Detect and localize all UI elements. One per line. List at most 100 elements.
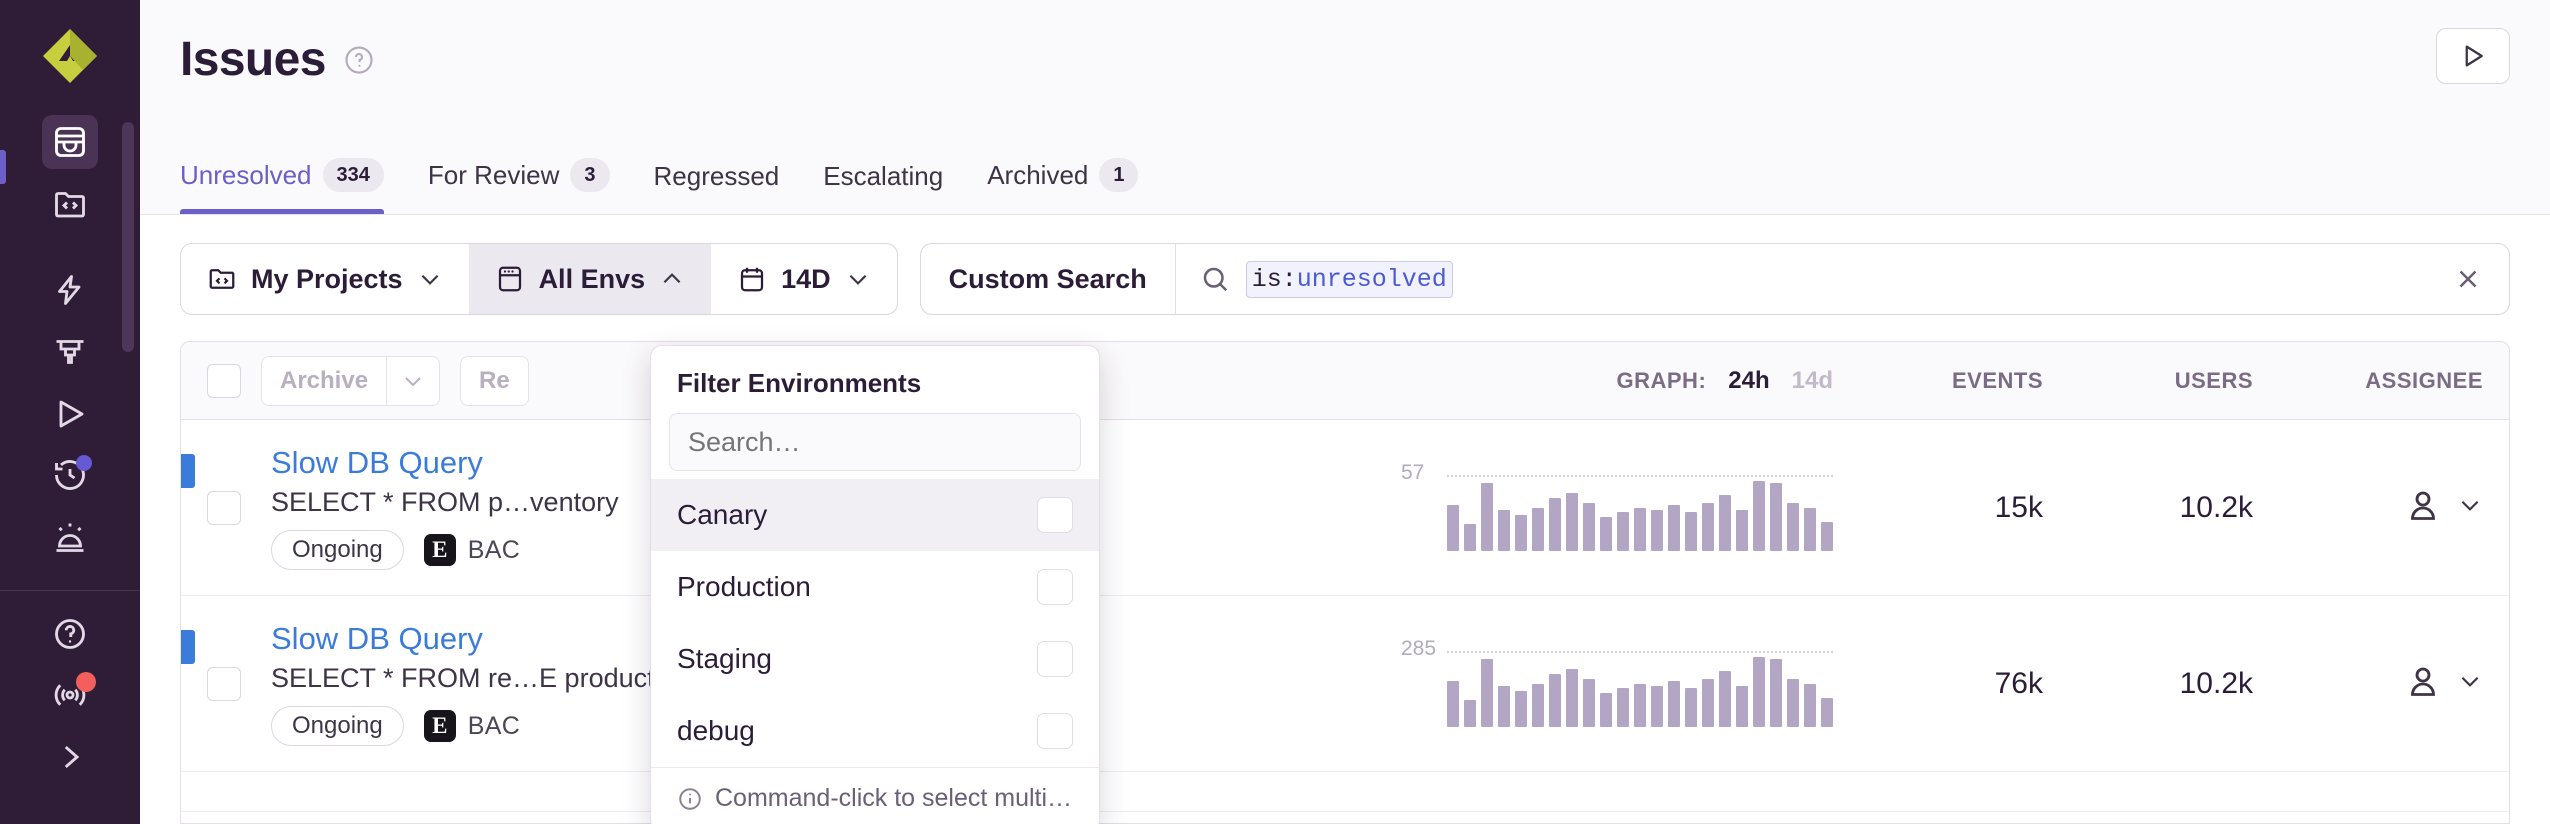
sidebar-expand-chevron-right-icon[interactable]	[42, 730, 98, 784]
sparkline-bar	[1787, 678, 1799, 727]
tab-archived[interactable]: Archived 1	[965, 158, 1160, 214]
search-token-value: unresolved	[1296, 264, 1447, 294]
date-range-filter-button[interactable]: 14D	[711, 244, 897, 314]
sparkline-chart[interactable]: 285	[1401, 637, 1833, 727]
page-title: Issues	[180, 33, 326, 86]
events-header[interactable]: EVENTS	[1951, 367, 2043, 393]
sparkline-bar	[1685, 687, 1697, 727]
graph-option-24h[interactable]: 24h	[1728, 366, 1770, 394]
sentry-logo-icon[interactable]	[35, 22, 105, 89]
issue-culprit: SELECT * FROM p…ventory	[271, 487, 619, 517]
issue-title-link[interactable]: Slow DB Query	[271, 621, 483, 656]
sparkline-bar	[1804, 683, 1816, 727]
row-select-checkbox[interactable]	[207, 666, 241, 701]
sidebar-item-releases[interactable]	[42, 449, 98, 503]
environment-option-checkbox[interactable]	[1037, 497, 1073, 533]
archive-button[interactable]: Archive	[261, 355, 441, 406]
issue-sparkline-cell: 285	[1401, 637, 1833, 727]
resolve-button[interactable]: Re	[460, 355, 529, 406]
environment-option-label: Staging	[677, 643, 772, 674]
sidebar-scrollbar[interactable]	[122, 122, 134, 352]
sidebar-item-replays[interactable]	[42, 387, 98, 441]
users-count: 10.2k	[2179, 666, 2253, 700]
sparkline-bar	[1787, 502, 1799, 551]
all-envs-label: All Envs	[538, 263, 646, 294]
sparkline-bars	[1447, 641, 1833, 727]
sparkline-bar	[1736, 509, 1748, 551]
environment-option-staging[interactable]: Staging	[651, 623, 1099, 695]
issues-table-wrapper: Archive Re GRAPH: 24h 14d EVENTS	[140, 315, 2550, 824]
environment-option-checkbox[interactable]	[1037, 569, 1073, 605]
resolve-label: Re	[479, 366, 510, 394]
environment-option-checkbox[interactable]	[1037, 641, 1073, 677]
environment-option-canary[interactable]: Canary	[651, 479, 1099, 551]
sidebar-item-help[interactable]	[42, 607, 98, 661]
row-unread-marker	[181, 630, 195, 664]
table-row[interactable]: Slow DB Query SELECT * FROM p…ventory On…	[181, 420, 2509, 596]
sparkline-bar	[1464, 523, 1476, 551]
tab-escalating[interactable]: Escalating	[801, 161, 965, 214]
row-select-checkbox[interactable]	[207, 490, 241, 525]
sparkline-bar	[1719, 494, 1731, 551]
status-badge: Ongoing	[271, 530, 404, 570]
project-chip[interactable]: E BAC	[423, 534, 521, 566]
sidebar-item-insights[interactable]	[42, 263, 98, 317]
sidebar-item-whats-new[interactable]	[42, 669, 98, 723]
tab-label: Regressed	[653, 161, 780, 191]
users-header[interactable]: USERS	[2174, 367, 2253, 393]
select-all-checkbox[interactable]	[207, 363, 241, 398]
graph-label: GRAPH:	[1616, 367, 1707, 393]
tab-unresolved[interactable]: Unresolved 334	[180, 158, 406, 214]
issues-table-header: Archive Re GRAPH: 24h 14d EVENTS	[181, 342, 2509, 420]
sparkline-max-gridline	[1447, 474, 1833, 477]
project-chip[interactable]: E BAC	[423, 710, 520, 742]
assignee-header: ASSIGNEE	[2365, 367, 2483, 393]
sparkline-bar	[1634, 507, 1646, 551]
tab-regressed[interactable]: Regressed	[632, 161, 802, 214]
whats-new-badge-dot	[76, 671, 96, 692]
my-projects-filter-button[interactable]: My Projects	[181, 244, 469, 314]
graph-option-14d[interactable]: 14d	[1791, 366, 1833, 394]
play-triangle-icon-button[interactable]	[2436, 28, 2510, 84]
date-range-label: 14D	[781, 263, 831, 294]
code-folder-icon	[207, 264, 237, 294]
issue-title-link[interactable]: Slow DB Query	[271, 445, 483, 480]
all-envs-filter-button[interactable]: All Envs	[468, 244, 712, 314]
environment-option-debug[interactable]: debug	[651, 695, 1099, 767]
sidebar-item-alerts[interactable]	[42, 510, 98, 564]
environment-option-production[interactable]: Production	[651, 551, 1099, 623]
issue-meta: Ongoing E BAC	[271, 530, 1483, 570]
search-token-is-unresolved[interactable]: is:unresolved	[1245, 260, 1453, 298]
issue-summary: Slow DB Query SELECT * FROM re…E product…	[261, 621, 1483, 746]
custom-search-button[interactable]: Custom Search	[921, 244, 1176, 314]
sidebar-item-projects[interactable]	[42, 177, 98, 231]
close-x-icon[interactable]	[2427, 264, 2509, 294]
sparkline-bar	[1549, 497, 1561, 551]
sparkline-bar	[1617, 687, 1629, 727]
environment-option-checkbox[interactable]	[1037, 713, 1073, 749]
project-name: BAC	[467, 535, 521, 564]
tab-for-review[interactable]: For Review 3	[406, 158, 632, 214]
tab-count-badge: 334	[322, 158, 384, 192]
tab-count-badge: 3	[570, 158, 610, 192]
sparkline-bar	[1719, 670, 1731, 727]
sparkline-bar	[1634, 683, 1646, 727]
assignee-cell[interactable]	[2273, 487, 2483, 528]
search-input-area[interactable]: is:unresolved	[1176, 260, 2427, 298]
tab-label: Unresolved	[180, 159, 312, 190]
environment-search-input[interactable]	[669, 413, 1081, 471]
primary-sidebar	[0, 0, 140, 824]
sidebar-item-issues[interactable]	[42, 115, 98, 169]
table-row[interactable]: Slow DB Query SELECT * FROM re…E product…	[181, 596, 2509, 772]
sidebar-divider	[0, 589, 140, 591]
environment-filter-group: My Projects A	[180, 243, 898, 315]
question-circle-icon[interactable]	[344, 45, 374, 75]
sparkline-bar	[1753, 480, 1765, 551]
sidebar-item-dashboards[interactable]	[42, 325, 98, 379]
dropdown-footer-text: Command-click to select multi…	[715, 784, 1073, 812]
assignee-cell[interactable]	[2273, 663, 2483, 704]
chevron-down-icon[interactable]	[386, 356, 439, 405]
table-row[interactable]	[181, 772, 2509, 812]
sparkline-chart[interactable]: 57	[1401, 461, 1833, 551]
